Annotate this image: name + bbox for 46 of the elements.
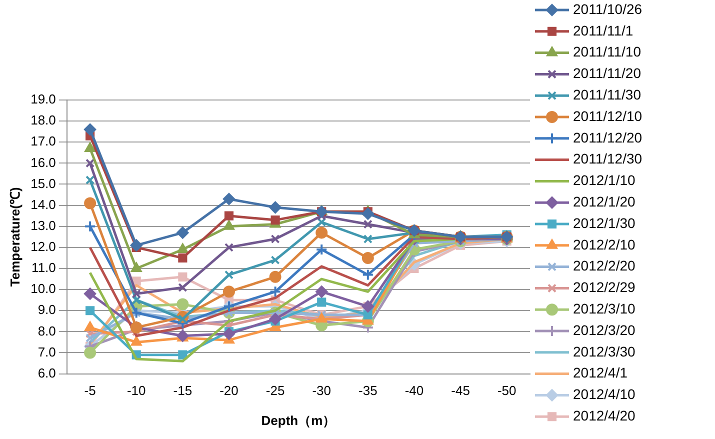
legend-label: 2012/3/30 [573, 343, 636, 360]
x-tick-label: -30 [312, 383, 332, 398]
y-tick-label: 11.0 [32, 260, 56, 276]
legend-label: 2012/4/20 [573, 407, 636, 424]
y-tick-label: 7.0 [38, 344, 56, 360]
legend-label: 2012/2/20 [573, 258, 636, 274]
y-tick-label: 6.0 [38, 365, 56, 380]
legend-label: 2012/3/20 [573, 322, 636, 338]
y-tick-label: 10.0 [30, 281, 56, 296]
y-tick-label: 8.0 [38, 323, 56, 338]
legend-label: 2011/11/20 [573, 65, 642, 82]
legend-label: 2012/3/10 [573, 300, 636, 316]
x-tick-label: -20 [220, 383, 238, 398]
y-tick-label: 16.0 [30, 154, 56, 170]
legend-label: 2011/12/20 [573, 129, 642, 146]
legend-label: 2011/11/1 [573, 22, 634, 38]
x-tick-label: -40 [404, 383, 424, 398]
x-tick-label: -45 [451, 383, 470, 398]
y-tick-label: 17.0 [30, 134, 56, 149]
x-tick-label: -35 [358, 383, 378, 398]
legend-label: 2012/4/1 [573, 364, 628, 381]
legend-label: 2011/11/30 [573, 86, 642, 102]
y-axis-title: Temperature(℃) [7, 187, 22, 287]
y-tick-label: 13.0 [30, 218, 56, 233]
legend-label: 2012/4/10 [573, 386, 636, 402]
legend-label: 2011/10/26 [573, 0, 642, 17]
x-axis-title: Depth（m） [261, 412, 336, 428]
legend-label: 2012/1/20 [573, 193, 636, 210]
x-tick-label: -25 [266, 383, 285, 398]
legend-label: 2012/1/30 [573, 214, 636, 231]
y-tick-label: 12.0 [30, 239, 56, 254]
legend-label: 2012/2/10 [573, 236, 636, 252]
x-tick-label: -50 [497, 383, 516, 398]
x-tick-label: -15 [173, 383, 192, 398]
legend-label: 2011/11/10 [573, 44, 642, 60]
legend-label: 2011/12/10 [573, 108, 642, 124]
legend-label: 2011/12/30 [573, 150, 642, 167]
x-tick-label: -5 [84, 383, 96, 398]
y-tick-label: 9.0 [38, 302, 56, 318]
y-tick-label: 15.0 [30, 176, 56, 191]
legend-label: 2012/2/29 [573, 279, 636, 296]
y-tick-label: 14.0 [30, 196, 56, 212]
y-tick-label: 19.0 [30, 92, 56, 107]
y-tick-label: 18.0 [30, 112, 56, 128]
x-tick-label: -10 [126, 383, 146, 398]
legend-label: 2012/1/10 [573, 172, 636, 188]
